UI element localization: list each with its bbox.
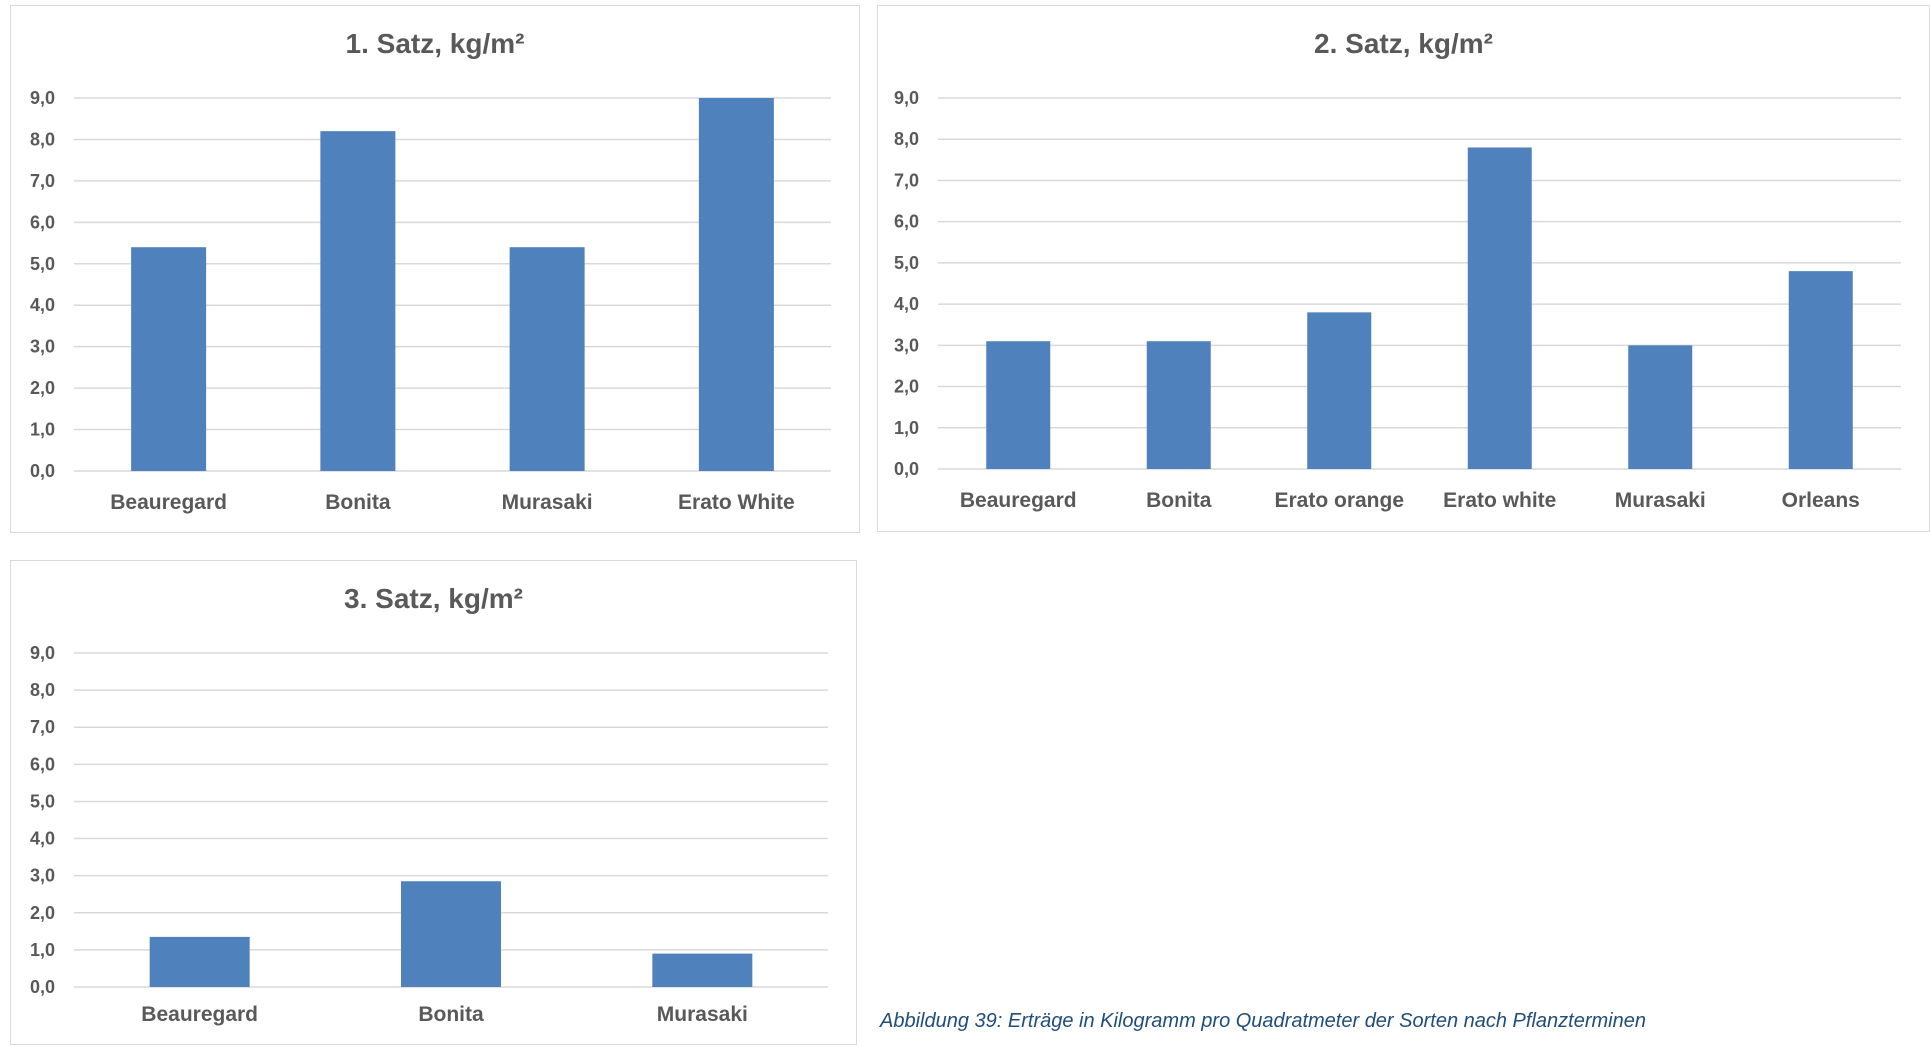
category-label: Orleans [1782,489,1860,512]
y-tick-label: 6,0 [30,212,55,232]
category-label: Erato orange [1274,489,1404,512]
bar-beauregard [986,341,1051,469]
category-label: Erato white [1443,489,1556,512]
category-label: Bonita [1146,489,1212,512]
bar-murasaki [1628,345,1693,469]
category-label: Bonita [325,491,391,514]
y-tick-label: 5,0 [30,254,55,274]
category-label: Beauregard [110,491,227,514]
y-tick-label: 9,0 [30,88,55,108]
y-tick-label: 7,0 [30,171,55,191]
bar-erato-orange [1307,312,1372,469]
y-tick-label: 5,0 [30,791,55,811]
bar-chart-1: 0,0 1,0 2,0 3,0 4,0 5,0 6,0 7,0 8,0 9,0 Beauregard… [30,88,831,514]
y-tick-label: 8,0 [30,680,55,700]
bar-chart-3: 0,0 1,0 2,0 3,0 4,0 5,0 6,0 7,0 8,0 9,0 Beauregard… [30,643,828,1026]
y-tick-label: 6,0 [30,754,55,774]
y-tick-label: 7,0 [30,717,55,737]
y-tick-label: 2,0 [30,378,55,398]
bar-bonita [1146,341,1211,469]
y-tick-label: 7,0 [894,170,919,190]
y-tick-label: 6,0 [894,212,919,232]
y-tick-label: 4,0 [30,829,55,849]
bar-orleans [1788,271,1853,469]
bar-beauregard [149,936,250,987]
bar-erato-white [1467,147,1532,469]
y-tick-label: 0,0 [30,461,55,481]
y-tick-label: 9,0 [30,643,55,663]
y-tick-label: 0,0 [894,459,919,479]
bar-bonita [320,131,396,471]
chart-title: 1. Satz, kg/m² [345,28,525,59]
category-label: Murasaki [1615,489,1706,512]
bar-murasaki [652,953,753,987]
y-tick-label: 1,0 [30,420,55,440]
y-tick-label: 3,0 [30,866,55,886]
y-tick-label: 8,0 [30,129,55,149]
category-label: Bonita [418,1003,484,1026]
y-tick-label: 1,0 [894,418,919,438]
chart-panel-2: 2. Satz, kg/m² 0,0 1,0 2,0 3,0 4,0 5,0 6,0 7,0 8… [877,5,1930,532]
figure-caption: Abbildung 39: Erträge in Kilogramm pro Q… [880,1010,1646,1032]
y-tick-label: 0,0 [30,977,55,997]
category-label: Beauregard [141,1003,258,1026]
category-label: Beauregard [960,489,1077,512]
bar-chart-2: 0,0 1,0 2,0 3,0 4,0 5,0 6,0 7,0 8,0 9,0 Beauregard… [894,88,1901,512]
y-tick-label: 4,0 [894,294,919,314]
chart-title: 3. Satz, kg/m² [344,583,523,614]
y-tick-label: 8,0 [894,129,919,149]
category-label: Murasaki [657,1003,748,1026]
y-tick-label: 2,0 [894,377,919,397]
category-label: Erato White [678,491,795,514]
y-tick-label: 2,0 [30,903,55,923]
y-tick-label: 5,0 [894,253,919,273]
y-tick-label: 3,0 [894,335,919,355]
category-label: Murasaki [502,491,593,514]
bar-bonita [401,881,501,987]
chart-panel-3: 3. Satz, kg/m² 0,0 1,0 2,0 3,0 4,0 5,0 6,0 7,0 8… [10,560,857,1045]
bar-beauregard [131,247,207,471]
chart-panel-1: 1. Satz, kg/m² 0,0 1,0 2,0 3,0 4,0 5,0 6,0 7,0 8… [10,5,860,533]
chart-title: 2. Satz, kg/m² [1314,28,1493,59]
y-tick-label: 9,0 [894,88,919,108]
y-tick-label: 4,0 [30,295,55,315]
bar-erato-white [698,98,774,471]
y-tick-label: 3,0 [30,337,55,357]
y-tick-label: 1,0 [30,940,55,960]
bar-murasaki [509,247,585,471]
